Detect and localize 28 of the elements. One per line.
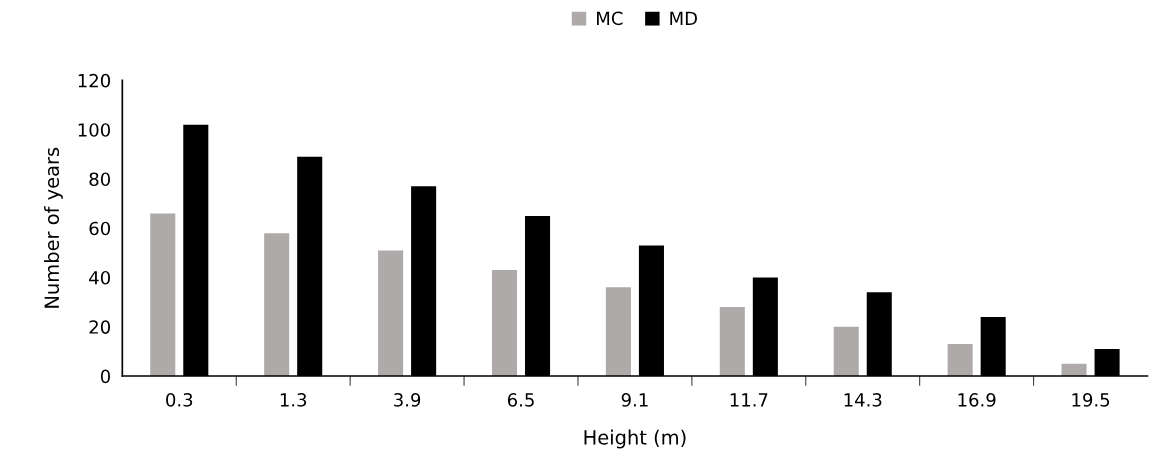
y-tick-label: 60	[89, 221, 111, 236]
x-tick-label: 3.9	[394, 393, 421, 407]
bar	[150, 213, 176, 377]
y-tick-label: 80	[89, 172, 111, 187]
y-tick-label: 0	[100, 369, 111, 384]
bar	[605, 287, 631, 377]
x-tick-label: 0.3	[166, 393, 193, 407]
x-tick-label: 16.9	[958, 393, 996, 407]
bar	[833, 326, 859, 377]
x-tick-label: 19.5	[1072, 393, 1110, 407]
x-tick-label: 9.1	[621, 393, 648, 407]
y-axis-title: Number of years	[44, 147, 63, 308]
bar	[491, 270, 518, 377]
bar	[947, 344, 973, 377]
y-tick-label: 40	[89, 270, 111, 285]
x-tick-label: 6.5	[507, 393, 534, 407]
bar	[264, 233, 290, 377]
bar	[378, 250, 404, 377]
x-axis-title: Height (m)	[584, 429, 686, 449]
x-tick-label: 1.3	[280, 393, 307, 407]
y-tick-label: 100	[78, 123, 111, 137]
legend-label: MD	[670, 11, 697, 25]
y-tick-label: 120	[78, 73, 111, 88]
legend-label: MC	[597, 11, 623, 26]
y-tick-label: 20	[89, 320, 111, 334]
x-tick-label: 14.3	[844, 393, 882, 407]
x-tick-label: 11.7	[730, 393, 768, 407]
bar	[719, 307, 745, 377]
